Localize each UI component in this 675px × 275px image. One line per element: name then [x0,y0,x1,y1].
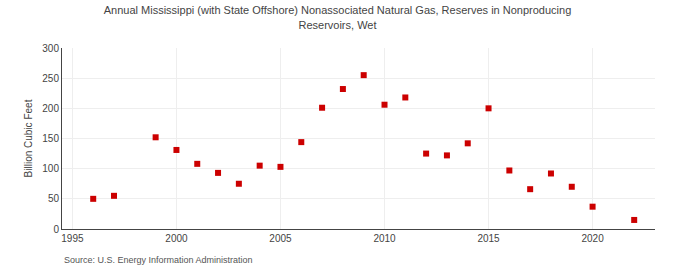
svg-text:2010: 2010 [373,233,396,244]
svg-text:250: 250 [42,73,59,84]
svg-text:Billion Cubic Feet: Billion Cubic Feet [23,99,34,177]
svg-text:0: 0 [53,224,59,235]
svg-text:100: 100 [42,163,59,174]
svg-text:2020: 2020 [581,233,604,244]
svg-text:300: 300 [42,43,59,54]
svg-text:200: 200 [42,103,59,114]
svg-text:2005: 2005 [269,233,292,244]
svg-text:Annual Mississippi (with State: Annual Mississippi (with State Offshore)… [104,4,572,30]
svg-text:2015: 2015 [477,233,500,244]
svg-text:Source: U.S. Energy Informatio: Source: U.S. Energy Information Administ… [64,255,253,265]
svg-text:2000: 2000 [165,233,188,244]
svg-text:50: 50 [48,193,60,204]
svg-text:1995: 1995 [61,233,84,244]
svg-text:150: 150 [42,133,59,144]
